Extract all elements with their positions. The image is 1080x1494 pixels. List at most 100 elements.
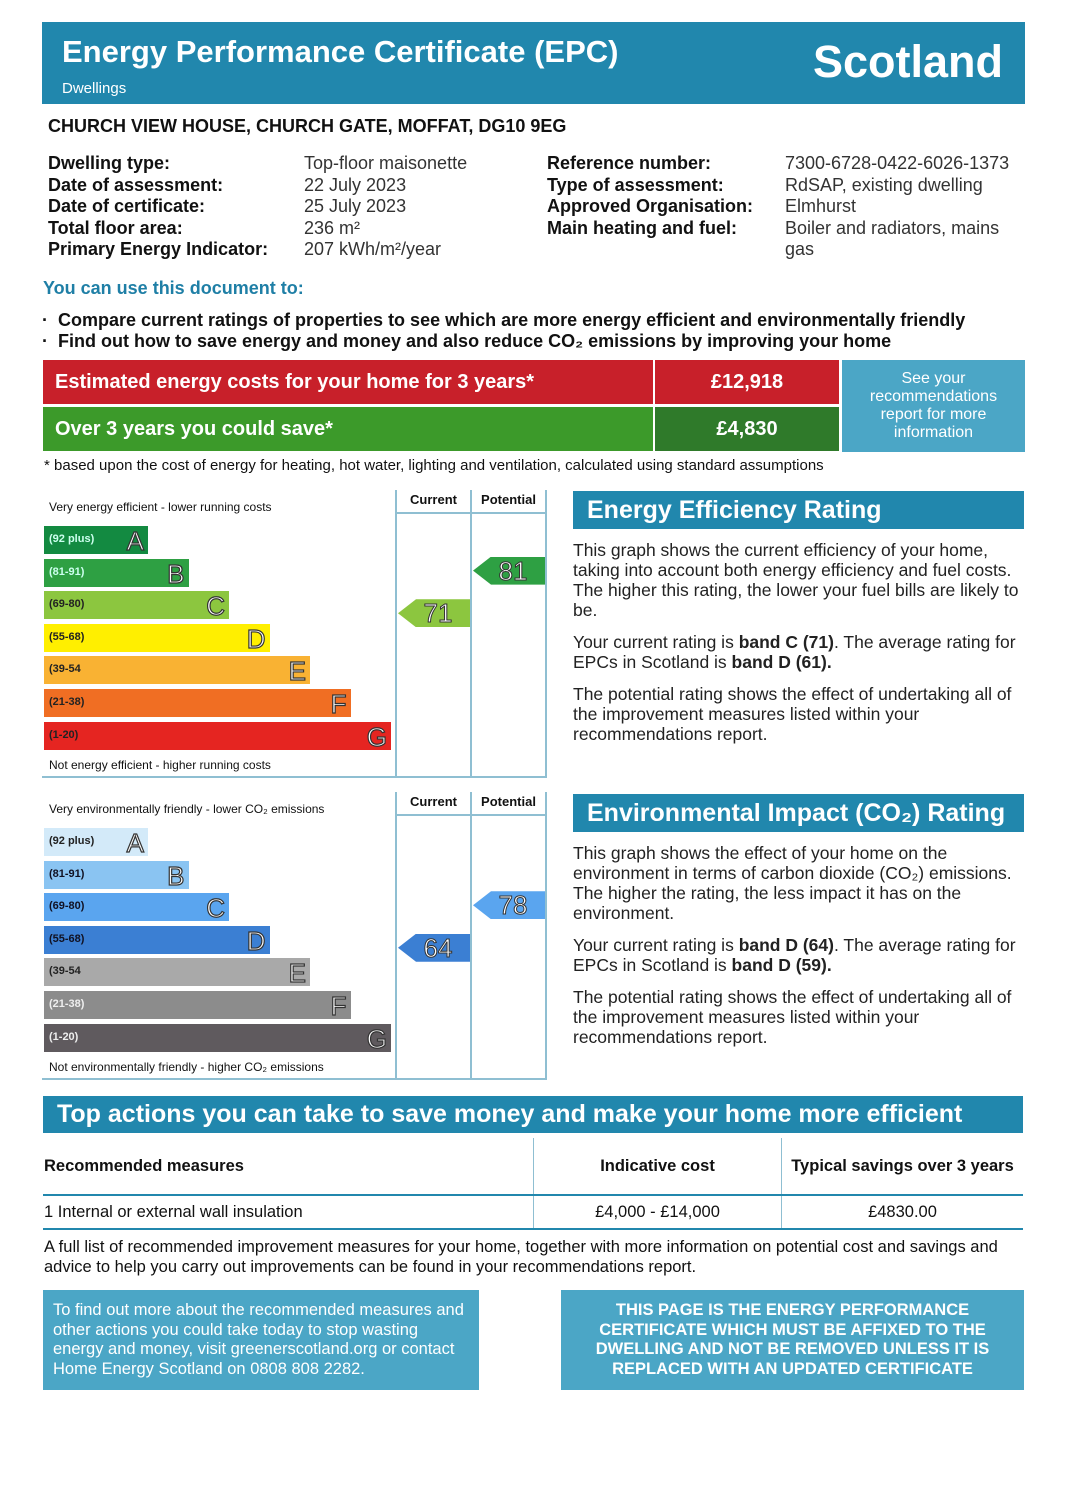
current-rating-arrow: 71: [398, 599, 470, 628]
table-header: Recommended measures Indicative cost Typ…: [43, 1138, 1023, 1196]
detail-value: 207 kWh/m²/year: [304, 239, 442, 259]
paragraph: Your current rating is band D (64). The …: [573, 935, 1016, 975]
detail-label: Date of assessment:: [48, 174, 224, 195]
band-letter: C: [206, 591, 226, 622]
detail-label: Dwelling type:: [48, 153, 171, 173]
band-a: (92 plus) A: [44, 525, 148, 557]
detail-label: Reference number:: [547, 153, 712, 173]
band-range: (21-38): [49, 998, 85, 1010]
detail-label: Type of assessment:: [547, 174, 724, 195]
band-letter: E: [288, 656, 307, 687]
detail-label: Primary Energy Indicator:: [48, 239, 269, 259]
band-b: (81-91) B: [44, 860, 189, 891]
detail-value: Elmhurst: [785, 196, 857, 216]
top-caption: Very energy efficient - lower running co…: [49, 500, 272, 514]
potential-rating-arrow: 78: [473, 891, 545, 920]
use-heading: You can use this document to:: [43, 278, 304, 298]
see-recommendations-note: See your recommendations report for more…: [842, 360, 1025, 452]
band-letter: C: [206, 893, 226, 924]
band-letter: G: [366, 1023, 387, 1054]
title: Energy Performance Certificate (EPC): [62, 34, 619, 69]
energy-efficiency-chart: Current Potential Very energy efficient - …: [42, 490, 547, 778]
band-range: (55-68): [49, 932, 85, 945]
detail-value: Boiler and radiators, mains gas: [785, 217, 1000, 260]
savings-label: Over 3 years you could save*: [43, 407, 653, 451]
divider: [470, 792, 472, 1078]
band-e: (39-54 E: [44, 958, 310, 989]
energy-rating-title: Energy Efficiency Rating: [573, 491, 1024, 529]
band-range: (81-91): [49, 565, 85, 578]
band-range: (69-80): [49, 598, 85, 611]
column-header: Typical savings over 3 years: [781, 1138, 1023, 1196]
divider: [470, 490, 472, 776]
band-range: (92 plus): [49, 533, 95, 545]
measure-cell: 1 Internal or external wall insulation: [43, 1195, 534, 1230]
energy-rating-text: This graph shows the current efficiency …: [573, 540, 1023, 756]
band-letter: B: [167, 558, 186, 589]
band-c: (69-80) C: [44, 893, 229, 924]
detail-value: Top-floor maisonette: [304, 153, 468, 173]
bottom-caption: Not energy efficient - higher running co…: [49, 758, 271, 772]
band-range: (39-54: [49, 663, 81, 676]
detail-value: 25 July 2023: [304, 196, 407, 216]
band-g: (1-20) G: [44, 1023, 391, 1054]
band-d: (55-68) D: [44, 623, 270, 654]
recommendations-table: Recommended measures Indicative cost Typ…: [43, 1138, 1023, 1230]
divider: [545, 490, 547, 776]
estimated-costs-value: £12,918: [655, 360, 839, 404]
band-letter: F: [330, 688, 347, 719]
region: Scotland: [812, 36, 1003, 87]
band-e: (39-54 E: [44, 656, 310, 687]
band-range: (39-54: [49, 965, 81, 978]
detail-label: Total floor area:: [48, 217, 183, 238]
cost-cell: £4,000 - £14,000: [533, 1195, 782, 1230]
address: CHURCH VIEW HOUSE, CHURCH GATE, MOFFAT, …: [48, 116, 567, 136]
band-d: (55-68) D: [44, 925, 270, 956]
band-letter: G: [366, 721, 387, 752]
subtitle: Dwellings: [62, 80, 127, 97]
detail-value: 236 m²: [304, 217, 361, 238]
use-text: Compare current ratings of properties to…: [58, 310, 966, 330]
environmental-impact-chart: Current Potential Very environmentally fri…: [42, 792, 547, 1080]
band-f: (21-38) F: [44, 990, 351, 1022]
band-range: (1-20): [49, 728, 79, 741]
details-left-labels: Dwelling type: Date of assessment: Date …: [48, 153, 288, 261]
detail-label: Main heating and fuel:: [547, 217, 738, 238]
paragraph: The potential rating shows the effect of…: [573, 987, 1012, 1047]
full-list-note: A full list of recommended improvement m…: [44, 1238, 998, 1276]
divider: [395, 490, 397, 776]
costs-footnote: * based upon the cost of energy for heat…: [44, 457, 824, 474]
costs-panel: Estimated energy costs for your home for…: [43, 360, 1025, 452]
potential-column-header: Potential: [472, 490, 545, 514]
header-banner: Energy Performance Certificate (EPC) Dwe…: [42, 22, 1025, 104]
current-rating-arrow: 64: [398, 933, 470, 962]
band-letter: F: [330, 990, 347, 1021]
table-row: 1 Internal or external wall insulation £…: [43, 1195, 1023, 1230]
use-item: · Find out how to save energy and money …: [42, 331, 892, 351]
detail-value: 7300-6728-0422-6026-1373: [785, 153, 1010, 173]
find-out-more-box: To find out more about the recommended m…: [43, 1290, 479, 1390]
current-column-header: Current: [397, 792, 470, 816]
band-range: (81-91): [49, 867, 85, 880]
savings-cell: £4830.00: [781, 1195, 1023, 1230]
band-g: (1-20) G: [44, 721, 391, 752]
divider: [545, 792, 547, 1078]
savings-value: £4,830: [655, 407, 839, 451]
bottom-caption: Not environmentally friendly - higher CO…: [49, 1060, 324, 1074]
env-rating-text: This graph shows the effect of your home…: [573, 843, 1023, 1059]
details-left-values: Top-floor maisonette 22 July 2023 25 Jul…: [304, 153, 534, 261]
band-range: (21-38): [49, 696, 85, 708]
paragraph: Your current rating is band C (71). The …: [573, 632, 1016, 672]
band-letter: D: [246, 623, 266, 654]
band-f: (21-38) F: [44, 688, 351, 720]
use-item: · Compare current ratings of properties …: [42, 310, 966, 330]
column-header: Indicative cost: [533, 1138, 782, 1196]
band-c: (69-80) C: [44, 591, 229, 622]
detail-value: 22 July 2023: [304, 174, 407, 195]
band-range: (55-68): [49, 630, 85, 643]
band-letter: E: [288, 958, 307, 989]
band-range: (1-20): [49, 1030, 79, 1043]
detail-label: Approved Organisation:: [547, 196, 754, 216]
current-column-header: Current: [397, 490, 470, 514]
